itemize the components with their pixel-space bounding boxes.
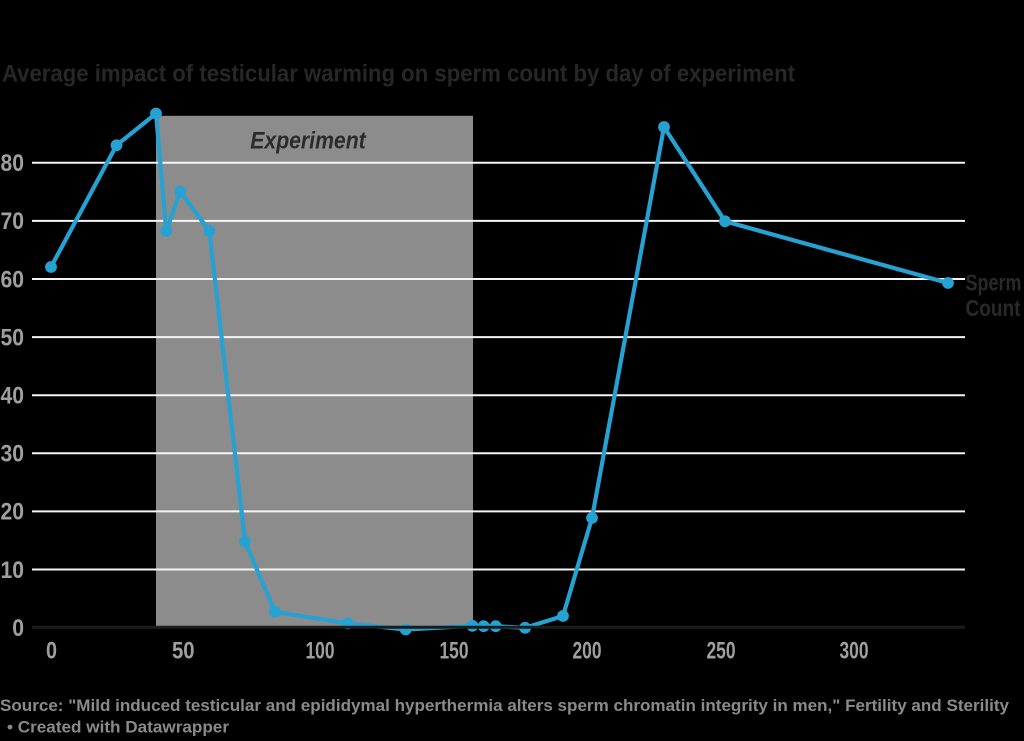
svg-text:Source: "Mild induced testicul: Source: "Mild induced testicular and epi… bbox=[0, 696, 1010, 715]
svg-text:Count: Count bbox=[966, 295, 1021, 321]
svg-text:• Created with Datawrapper: • Created with Datawrapper bbox=[7, 718, 229, 737]
svg-text:300: 300 bbox=[840, 638, 869, 665]
svg-text:0: 0 bbox=[12, 615, 24, 642]
svg-text:30: 30 bbox=[1, 441, 25, 468]
svg-text:0: 0 bbox=[46, 638, 57, 665]
svg-text:Experiment: Experiment bbox=[250, 128, 366, 155]
svg-text:100: 100 bbox=[306, 638, 335, 665]
svg-text:10: 10 bbox=[1, 557, 25, 584]
svg-text:20: 20 bbox=[1, 499, 25, 526]
svg-text:Sperm: Sperm bbox=[966, 270, 1022, 296]
svg-text:250: 250 bbox=[707, 638, 736, 665]
svg-text:80: 80 bbox=[1, 150, 25, 177]
svg-text:150: 150 bbox=[440, 638, 469, 665]
svg-text:50: 50 bbox=[172, 638, 195, 665]
svg-text:40: 40 bbox=[1, 383, 25, 410]
svg-text:Average impact of testicular w: Average impact of testicular warming on … bbox=[2, 61, 795, 88]
svg-text:70: 70 bbox=[1, 208, 25, 235]
svg-text:50: 50 bbox=[1, 324, 25, 351]
svg-text:60: 60 bbox=[1, 266, 25, 293]
svg-text:200: 200 bbox=[573, 638, 602, 665]
